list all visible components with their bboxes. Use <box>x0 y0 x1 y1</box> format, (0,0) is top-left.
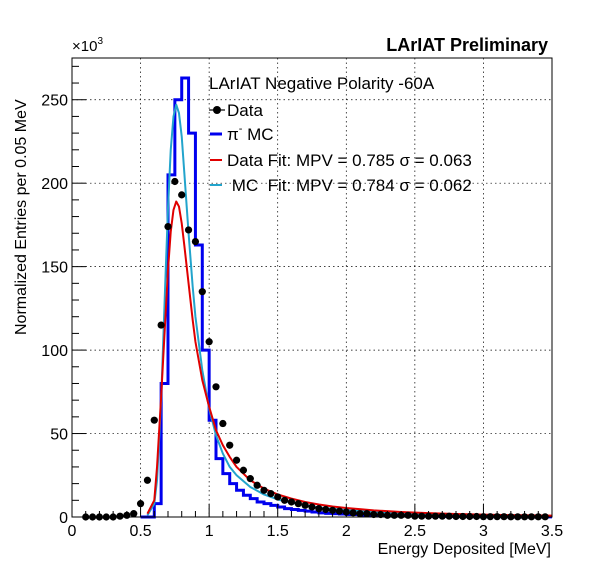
data-point <box>280 496 289 504</box>
x-tick-label: 0.5 <box>129 523 151 540</box>
data-point <box>315 505 323 513</box>
x-tick-label: 0 <box>68 523 77 540</box>
data-point <box>150 416 158 424</box>
data-point <box>472 512 481 521</box>
y-tick-label: 0 <box>59 510 68 527</box>
x-tick-label: 2.5 <box>404 523 426 540</box>
y-multiplier: ×103 <box>72 36 103 55</box>
tick-labels: 0 0.5 1 1.5 2 2.5 3 3.5 0 50 100 150 200 250 <box>41 93 563 540</box>
x-tick-label: 2 <box>342 523 351 540</box>
grid <box>72 58 552 517</box>
x-tick-label: 3.5 <box>541 523 563 540</box>
axis-ticks <box>71 65 553 518</box>
x-tick-label: 1 <box>205 523 214 540</box>
data-point <box>328 506 337 514</box>
data-point <box>301 501 309 509</box>
data-point <box>260 486 268 494</box>
legend-entry-data: Data <box>209 101 263 120</box>
legend-mc-pi: π <box>227 125 239 144</box>
data-point <box>287 498 296 506</box>
data-point <box>431 512 440 520</box>
data-fit-curve <box>146 200 553 517</box>
legend: LArIAT Negative Polarity -60A Data π- MC… <box>209 74 472 195</box>
data-point <box>308 503 316 511</box>
data-point <box>232 456 241 464</box>
data-point <box>349 509 357 517</box>
data-point <box>267 490 275 498</box>
legend-entry-mc-fit: MC Fit: MPV = 0.784 σ = 0.062 <box>210 176 472 195</box>
y-tick-label: 100 <box>41 343 68 360</box>
y-tick-label: 150 <box>41 260 68 277</box>
data-point <box>322 505 330 514</box>
data-point <box>445 512 453 520</box>
data-point <box>418 512 426 520</box>
legend-mc-fit-label: MC Fit: MPV = 0.784 σ = 0.062 <box>227 176 472 195</box>
data-point <box>136 500 145 508</box>
legend-data-label: Data <box>227 101 263 120</box>
legend-entry-mc: π- MC <box>210 123 274 144</box>
data-point <box>246 475 254 483</box>
data-point <box>253 481 261 489</box>
data-point <box>164 222 172 231</box>
y-tick-label: 50 <box>50 427 68 444</box>
x-tick-label: 3 <box>479 523 488 540</box>
y-axis-label: Normalized Entries per 0.05 MeV <box>13 99 30 335</box>
data-point <box>205 338 213 346</box>
data-point <box>143 476 152 484</box>
data-point <box>212 383 220 391</box>
data-point <box>459 512 467 521</box>
x-axis-label: Energy Deposited [MeV] <box>378 541 551 558</box>
data-point <box>274 493 282 501</box>
data-point <box>363 510 371 518</box>
legend-entry-data-fit: Data Fit: MPV = 0.785 σ = 0.063 <box>210 151 472 170</box>
y-tick-label: 250 <box>41 93 68 110</box>
chart-title: LArIAT Preliminary <box>386 35 548 55</box>
data-point <box>376 510 385 519</box>
y-multiplier-exponent: 3 <box>97 36 103 47</box>
data-point <box>198 288 206 296</box>
data-point <box>191 238 200 246</box>
data-point <box>226 441 234 449</box>
x-tick-label: 1.5 <box>267 523 289 540</box>
data-point <box>390 511 398 519</box>
data-point <box>184 226 193 234</box>
data-point <box>404 511 412 519</box>
data-point <box>239 466 248 474</box>
legend-data-marker <box>213 106 221 114</box>
data-point <box>130 510 138 518</box>
data-point <box>219 419 227 428</box>
data-point <box>171 177 179 186</box>
legend-header: LArIAT Negative Polarity -60A <box>209 74 435 93</box>
legend-mc-superscript: - <box>239 123 243 135</box>
data-point <box>178 191 186 199</box>
y-tick-label: 200 <box>41 176 68 193</box>
data-point <box>116 512 124 520</box>
plot-frame <box>71 57 553 518</box>
data-point <box>335 507 344 515</box>
legend-mc-text: MC <box>242 125 273 144</box>
legend-data-fit-label: Data Fit: MPV = 0.785 σ = 0.063 <box>227 151 472 170</box>
data-point <box>157 321 165 329</box>
legend-mc-label: π- MC <box>227 123 274 144</box>
data-point <box>294 500 302 508</box>
